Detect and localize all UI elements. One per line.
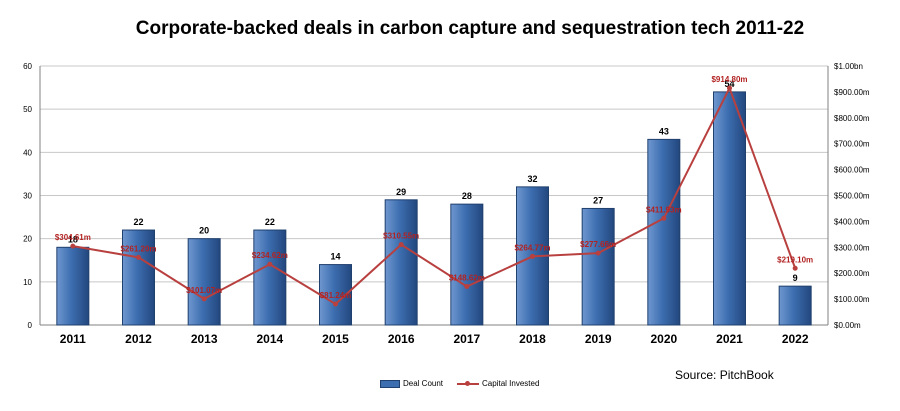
point-capital-invested-2012 bbox=[136, 254, 141, 260]
y-right-tick-label: $0.00m bbox=[834, 321, 861, 330]
line-value-label: $310.55m bbox=[383, 232, 419, 241]
x-tick-label: 2016 bbox=[388, 332, 415, 346]
y-left-tick-label: 30 bbox=[23, 192, 32, 201]
x-tick-label: 2012 bbox=[125, 332, 152, 346]
y-right-tick-label: $100.00m bbox=[834, 295, 870, 304]
bar-deal-count-2019 bbox=[581, 207, 615, 326]
legend-label-deal-count: Deal Count bbox=[403, 379, 444, 388]
x-tick-label: 2018 bbox=[519, 332, 546, 346]
y-right-tick-label: $800.00m bbox=[834, 114, 870, 123]
bar-deal-count-2022 bbox=[778, 285, 812, 326]
y-left-tick-label: 60 bbox=[23, 62, 32, 71]
line-value-label: $234.62m bbox=[252, 251, 288, 260]
y-right-tick-label: $400.00m bbox=[834, 217, 870, 226]
y-right-tick-label: $600.00m bbox=[834, 166, 870, 175]
bar-deal-count-2014 bbox=[253, 229, 287, 326]
x-tick-label: 2022 bbox=[782, 332, 809, 346]
source-note: Source: PitchBook bbox=[675, 368, 774, 382]
bar-value-label: 28 bbox=[462, 191, 472, 201]
legend-item-deal-count: Deal Count bbox=[380, 379, 443, 388]
bar-value-label: 18 bbox=[68, 234, 78, 244]
point-capital-invested-2016 bbox=[398, 242, 404, 248]
bar-deal-count-2020 bbox=[647, 138, 681, 326]
point-capital-invested-2021 bbox=[727, 85, 732, 91]
bar-value-label: 29 bbox=[396, 187, 406, 197]
point-capital-invested-2022 bbox=[792, 265, 798, 271]
bar-deal-count-2016 bbox=[384, 199, 418, 326]
bar-value-label: 14 bbox=[330, 252, 340, 262]
y-right-tick-label: $300.00m bbox=[834, 243, 870, 252]
bar-value-label: 27 bbox=[593, 195, 603, 205]
bar-deal-count-2012 bbox=[122, 229, 155, 326]
bar-value-label: 22 bbox=[133, 217, 143, 227]
bar-value-label: 54 bbox=[724, 79, 734, 89]
bar-deal-count-2013 bbox=[187, 238, 221, 326]
bar-deal-count-2021 bbox=[713, 91, 746, 326]
x-tick-label: 2014 bbox=[256, 332, 283, 346]
chart-title: Corporate-backed deals in carbon capture… bbox=[135, 18, 805, 39]
legend: Deal Count Capital Invested bbox=[380, 379, 553, 388]
point-capital-invested-2011 bbox=[70, 243, 76, 249]
x-tick-label: 2021 bbox=[716, 332, 743, 346]
line-value-label: $277.66m bbox=[580, 240, 616, 249]
line-value-label: $264.77m bbox=[514, 243, 550, 252]
bar-value-label: 22 bbox=[265, 217, 275, 227]
legend-bar-swatch bbox=[380, 379, 400, 388]
legend-line-swatch bbox=[457, 380, 480, 386]
bar-value-label: 20 bbox=[199, 226, 209, 236]
point-capital-invested-2013 bbox=[201, 296, 207, 302]
x-tick-label: 2017 bbox=[453, 332, 480, 346]
legend-label-capital-invested: Capital Invested bbox=[482, 379, 540, 388]
line-value-label: $261.20m bbox=[120, 244, 156, 253]
point-capital-invested-2018 bbox=[530, 253, 535, 259]
bar-deal-count-2017 bbox=[450, 203, 484, 326]
line-value-label: $148.62m bbox=[449, 274, 485, 283]
legend-item-capital-invested: Capital Invested bbox=[457, 379, 539, 388]
line-capital-invested bbox=[72, 85, 797, 306]
line-value-label: $219.10m bbox=[777, 255, 813, 264]
line-value-label: $914.80m bbox=[711, 75, 747, 84]
point-capital-invested-2015 bbox=[333, 301, 338, 307]
line-value-label: $81.24m bbox=[320, 291, 352, 300]
point-capital-invested-2019 bbox=[595, 250, 601, 256]
y-left-tick-label: 0 bbox=[28, 321, 33, 330]
line-value-label: $411.93m bbox=[646, 205, 682, 214]
x-tick-label: 2013 bbox=[191, 332, 218, 346]
y-left-tick-label: 10 bbox=[23, 278, 32, 287]
y-right-tick-label: $200.00m bbox=[834, 269, 870, 278]
point-capital-invested-2020 bbox=[661, 215, 667, 221]
x-tick-label: 2020 bbox=[650, 332, 677, 346]
bar-deal-count-2011 bbox=[56, 246, 90, 326]
y-right-tick-label: $1.00bn bbox=[834, 62, 863, 71]
y-left-tick-label: 50 bbox=[23, 105, 32, 114]
bar-value-label: 9 bbox=[793, 273, 798, 283]
y-right-tick-label: $700.00m bbox=[834, 140, 870, 149]
x-tick-label: 2015 bbox=[322, 332, 349, 346]
line-value-label: $101.07m bbox=[186, 286, 222, 295]
y-right-tick-label: $500.00m bbox=[834, 192, 870, 201]
bar-value-label: 43 bbox=[659, 126, 669, 136]
y-left-tick-label: 40 bbox=[23, 148, 32, 157]
y-right-tick-label: $900.00m bbox=[834, 88, 870, 97]
point-capital-invested-2014 bbox=[267, 261, 273, 267]
y-left-tick-label: 20 bbox=[23, 235, 32, 244]
x-tick-label: 2011 bbox=[60, 332, 86, 346]
bar-value-label: 32 bbox=[527, 174, 537, 184]
point-capital-invested-2017 bbox=[464, 284, 470, 290]
x-tick-label: 2019 bbox=[585, 332, 612, 346]
line-value-label: $304.61m bbox=[55, 233, 91, 242]
